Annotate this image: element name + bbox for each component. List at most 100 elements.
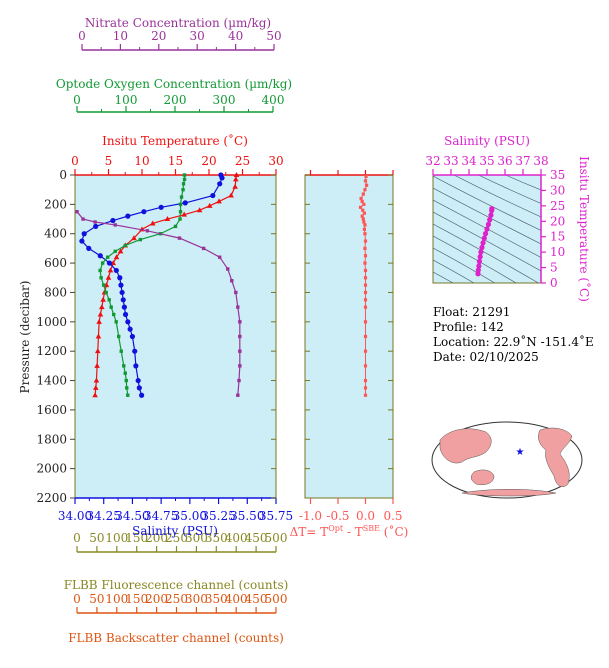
salinity-point (132, 348, 138, 354)
series-square-point (124, 378, 128, 383)
salinity-point (158, 204, 164, 210)
salinity-point (93, 223, 99, 229)
dt-point (363, 232, 367, 236)
pressure-axis-title: Pressure (decibar) (18, 281, 32, 394)
salinity-point (127, 326, 133, 332)
series-square-point (201, 246, 206, 251)
oxygen-tick-label: 0 (73, 93, 81, 107)
series-square-point (178, 217, 182, 221)
ts-temp-tick-label: 25 (550, 199, 565, 213)
nitrate-tick-label: 0 (78, 29, 86, 43)
dt-point (363, 261, 367, 265)
pressure-tick-label: 800 (44, 285, 67, 299)
nitrate-tick-label: 50 (266, 29, 281, 43)
salinity-point (113, 267, 119, 274)
dt-tick-label: -0.5 (326, 509, 349, 523)
series-square-point (138, 237, 143, 242)
ts_salinity-tick-label: 33 (443, 154, 458, 168)
series-square-point (236, 393, 240, 397)
dt-point (363, 393, 368, 397)
ts-point (478, 249, 484, 255)
pressure-tick-label: 1800 (36, 432, 67, 446)
map-land-antarctica (461, 489, 557, 497)
fluorescence-tick-label: 350 (205, 531, 228, 545)
dt-point (363, 305, 368, 309)
world-map: ★ (431, 421, 583, 499)
series-square-point (238, 349, 242, 353)
series-square-point (178, 202, 183, 207)
dt-point (359, 196, 363, 201)
series-square-point (99, 276, 103, 280)
series-square-point (109, 305, 113, 309)
salinity-point (119, 289, 125, 296)
dt-point (362, 220, 366, 224)
ts-isopycnal (433, 235, 517, 283)
series-square-point (117, 334, 121, 339)
series-square-point (236, 305, 240, 309)
salinity-point (217, 181, 223, 187)
series-square-point (105, 255, 110, 259)
ts-isopycnal (433, 187, 541, 245)
salinity-point (210, 192, 216, 199)
salinity-tick-label: 34.75 (144, 509, 178, 523)
ts-temperature-axis-title: Insitu Temperature (˚C) (577, 156, 592, 302)
temperature-tick-label: 15 (168, 154, 183, 168)
ts-isopycnal (477, 175, 541, 204)
dt-point (363, 246, 367, 251)
series-square-point (113, 249, 117, 254)
dt-title-end: (˚C) (380, 524, 408, 539)
dt-title-mid: - T (343, 525, 363, 539)
pressure-tick-label: 2200 (36, 491, 67, 505)
temperature-point (107, 267, 114, 273)
ts-temp-tick-label: 10 (550, 245, 565, 259)
temperature-point (99, 304, 105, 310)
map-land-asia (439, 428, 492, 464)
ts-salinity-axis-title: Salinity (PSU) (444, 134, 530, 148)
series-square-point (98, 268, 102, 273)
dt-point (360, 214, 364, 218)
salinity-point (139, 392, 145, 398)
series-square-point (119, 349, 123, 353)
ts_salinity-tick-label: 34 (461, 154, 477, 168)
dt-tick-label: -1.0 (299, 509, 322, 523)
series-square-point (114, 320, 118, 324)
dt-title-sup2: SBE (363, 524, 380, 533)
series-square-point (182, 177, 187, 182)
ts-isopycnal (504, 175, 541, 191)
ts-point (487, 217, 493, 223)
fluorescence-tick-label: 0 (73, 531, 81, 545)
dt-point (363, 268, 368, 273)
salinity-axis-title: Salinity (PSU) (132, 524, 218, 538)
oxygen-tick-label: 100 (115, 93, 138, 107)
dt-point (363, 290, 368, 295)
backscatter-tick-label: 250 (165, 592, 188, 606)
temperature-tick-label: 20 (201, 154, 216, 168)
backscatter-tick-label: 0 (73, 592, 81, 606)
ts-isopycnal (453, 175, 541, 218)
temperature-tick-label: 5 (105, 154, 113, 168)
series-square-point (100, 261, 105, 265)
salinity-point (79, 238, 85, 244)
pressure-tick-label: 2000 (36, 462, 67, 476)
info-location: Location: 22.9˚N -151.4˚E (433, 334, 594, 349)
ts-isopycnal (433, 271, 454, 283)
temperature-point (196, 207, 203, 213)
temperature-point (92, 384, 99, 390)
temperature-point (232, 183, 238, 189)
ts-temp-tick-label: 30 (550, 183, 565, 197)
salinity-point (141, 209, 147, 215)
ts_salinity-tick-label: 35 (479, 154, 494, 168)
ts-temp-tick-label: 20 (550, 214, 565, 228)
dt-point (363, 223, 367, 227)
salinity-point (110, 217, 116, 224)
oxygen-tick-label: 300 (213, 93, 236, 107)
salinity-point (135, 377, 141, 384)
ts-point (480, 240, 486, 246)
salinity-point (117, 275, 123, 281)
fluorescence-tick-label: 150 (125, 531, 148, 545)
series-square-point (238, 320, 242, 324)
temperature-point (92, 392, 98, 398)
temperature-point (94, 362, 100, 368)
oxygen-tick-label: 400 (262, 93, 285, 107)
